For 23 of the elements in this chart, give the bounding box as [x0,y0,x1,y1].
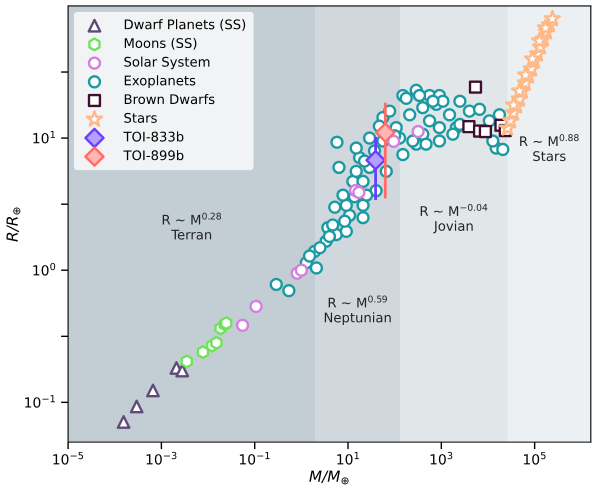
x-tick-label: 10$^{−1}$ [240,452,270,465]
x-tick-label: 10$^{−3}$ [146,452,176,465]
legend-label: Moons (SS) [124,38,196,50]
x-tick-label: 10$^{1}$ [337,452,359,465]
y-tick-label: 10$^{0}$ [33,262,56,276]
band-label: R ~ M$^{−0.04}$ Jovian [420,204,488,234]
legend-label: Dwarf Planets (SS) [124,19,246,31]
x-axis-title: M/M$_{⊕}$ [309,470,349,484]
y-tick-label: 10$^{−1}$ [25,395,55,408]
x-tick-label: 10$^{−5}$ [53,452,84,465]
x-tick-label: 10$^{5}$ [524,452,546,465]
band-label: R ~ M$^{0.88}$ Stars [520,134,579,162]
band-label: R ~ M$^{0.59}$ Neptunian [324,296,391,326]
legend-label: Brown Dwarfs [124,94,214,104]
y-tick-label: 10$^{1}$ [33,130,55,144]
legend-label: TOI-833b [123,131,184,142]
x-tick-label: 10$^{3}$ [430,452,452,465]
legend-label: TOI-899b [123,150,184,160]
legend-label: Solar System [124,56,210,70]
legend-label: Stars [124,112,157,123]
band-label: R ~ M$^{0.28}$ Terran [162,212,222,240]
y-axis-title: R/R$_{⊕}$ [6,207,20,242]
legend-label: Exoplanets [124,75,196,88]
